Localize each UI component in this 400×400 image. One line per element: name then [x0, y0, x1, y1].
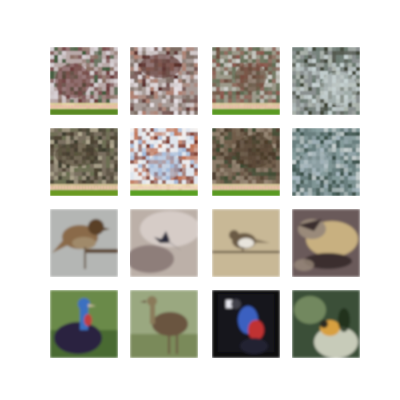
generated-sample-5 [50, 128, 118, 196]
bird-photo-bird-foliage [292, 290, 360, 358]
tile-image [212, 47, 280, 115]
tile-image [130, 290, 198, 358]
tile-image [130, 128, 198, 196]
tile-image [292, 290, 360, 358]
tile-image [50, 209, 118, 277]
generated-sample-4 [292, 47, 360, 115]
tile-image [130, 209, 198, 277]
tile-image [130, 47, 198, 115]
generated-sample-8 [292, 128, 360, 196]
tile-image [50, 128, 118, 196]
bird-photo-cassowary-green [50, 290, 118, 358]
tile-image [212, 128, 280, 196]
generated-sample-1 [50, 47, 118, 115]
bird-photo-pipit-on-wire [212, 209, 280, 277]
tile-image [292, 128, 360, 196]
generated-sample-2 [130, 47, 198, 115]
generated-sample-3 [212, 47, 280, 115]
bird-photo-waxwing-closeup [292, 209, 360, 277]
bird-photo-sparrow-on-branch [50, 209, 118, 277]
tile-image [212, 290, 280, 358]
bird-photo-cassowary-dark [212, 290, 280, 358]
bird-photo-emu-field [130, 290, 198, 358]
tile-image [50, 290, 118, 358]
tile-image [212, 209, 280, 277]
bird-photo-swallow-in-sky [130, 209, 198, 277]
generated-sample-6 [130, 128, 198, 196]
tile-image [292, 47, 360, 115]
generated-sample-7 [212, 128, 280, 196]
tile-image [50, 47, 118, 115]
tile-image [292, 209, 360, 277]
